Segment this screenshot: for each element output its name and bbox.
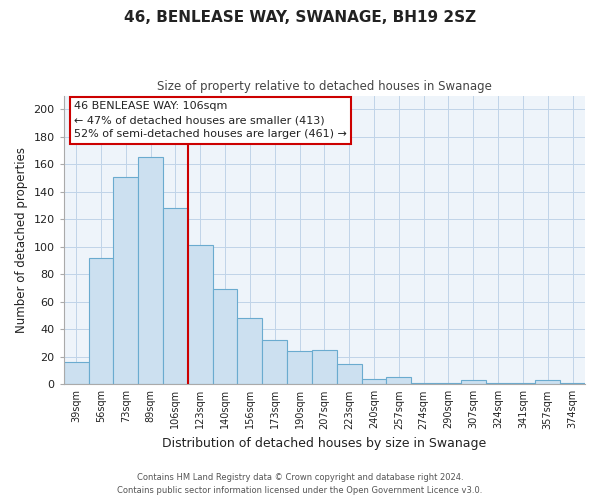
Bar [238,318,262,384]
Bar [212,290,238,384]
Title: Size of property relative to detached houses in Swanage: Size of property relative to detached ho… [157,80,492,93]
X-axis label: Distribution of detached houses by size in Swanage: Distribution of detached houses by size … [162,437,487,450]
Y-axis label: Number of detached properties: Number of detached properties [15,147,28,333]
Bar [312,350,337,384]
Bar [188,246,212,384]
Text: 46, BENLEASE WAY, SWANAGE, BH19 2SZ: 46, BENLEASE WAY, SWANAGE, BH19 2SZ [124,10,476,25]
Bar [461,380,486,384]
Bar [89,258,113,384]
Bar [486,383,511,384]
Bar [436,383,461,384]
Bar [337,364,362,384]
Bar [64,362,89,384]
Bar [535,380,560,384]
Text: Contains HM Land Registry data © Crown copyright and database right 2024.
Contai: Contains HM Land Registry data © Crown c… [118,474,482,495]
Bar [362,379,386,384]
Bar [411,383,436,384]
Bar [163,208,188,384]
Text: 46 BENLEASE WAY: 106sqm
← 47% of detached houses are smaller (413)
52% of semi-d: 46 BENLEASE WAY: 106sqm ← 47% of detache… [74,102,347,140]
Bar [511,383,535,384]
Bar [113,176,138,384]
Bar [138,158,163,384]
Bar [287,352,312,384]
Bar [386,378,411,384]
Bar [262,340,287,384]
Bar [560,383,585,384]
